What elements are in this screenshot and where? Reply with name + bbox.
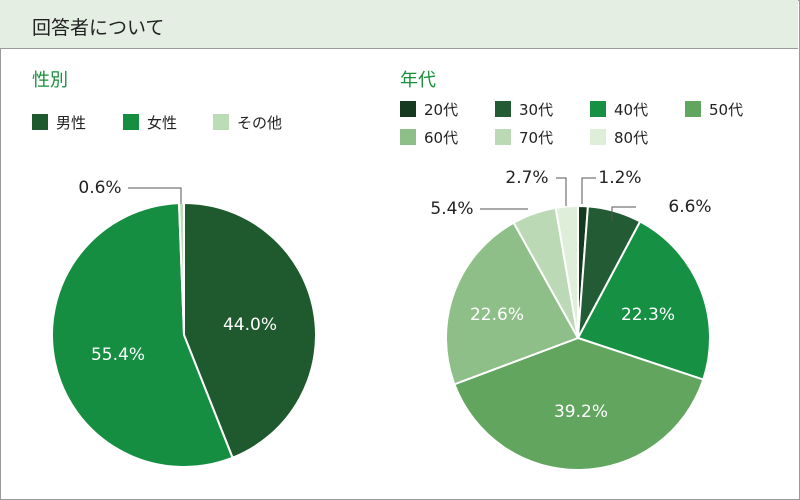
legend-label-20s: 20代 [424, 100, 459, 119]
age-data-label-30s: 6.6% [668, 197, 711, 217]
legend-item-male: 男性 [32, 112, 86, 132]
legend-swatch-40s [590, 101, 606, 117]
age-data-label-40s: 22.3% [621, 305, 675, 325]
age-pie-slice-80s [554, 204, 579, 339]
gender-leader-line-other [128, 187, 182, 204]
legend-label-30s: 30代 [519, 100, 554, 119]
panel-title: 回答者について [32, 17, 165, 39]
legend-item-20s: 20代 [400, 99, 458, 119]
age-leader-line-20s [581, 177, 596, 204]
legend-item-female: 女性 [123, 112, 177, 132]
legend-item-60s: 60代 [400, 127, 458, 147]
legend-swatch-other [213, 114, 229, 130]
gender-pie-slice-other [177, 201, 185, 336]
age-data-label-50s: 39.2% [554, 402, 608, 422]
gender-data-label-other: 0.6% [78, 178, 121, 198]
age-data-label-70s: 5.4% [430, 199, 473, 219]
gender-pie-chart: 44.0% 55.4% 0.6% [51, 178, 317, 468]
gender-data-label-female: 55.4% [91, 345, 145, 365]
legend-swatch-70s [495, 129, 511, 145]
age-chart-title: 年代 [400, 70, 436, 91]
age-leader-line-30s [611, 206, 636, 221]
gender-data-label-male: 44.0% [223, 315, 277, 335]
legend-item-70s: 70代 [495, 127, 553, 147]
legend-swatch-male [32, 114, 48, 130]
legend-label-other: その他 [237, 113, 283, 132]
age-data-label-60s: 22.6% [470, 305, 524, 325]
legend-label-40s: 40代 [614, 100, 649, 119]
age-pie-slice-40s [576, 220, 711, 381]
age-pie-chart: 1.2% 6.6% 22.3% 39.2% 22.6% 5.4% 2.7% [430, 168, 712, 471]
legend-label-female: 女性 [147, 113, 178, 132]
legend-swatch-60s [400, 129, 416, 145]
legend-swatch-30s [495, 101, 511, 117]
legend-item-30s: 30代 [495, 99, 553, 119]
legend-item-50s: 50代 [685, 99, 743, 119]
legend-label-80s: 80代 [614, 128, 649, 147]
panel-header: 回答者について [0, 0, 798, 49]
legend-swatch-20s [400, 101, 416, 117]
age-leader-line-80s [556, 177, 567, 206]
age-data-label-20s: 1.2% [598, 168, 641, 188]
legend-item-80s: 80代 [590, 127, 648, 147]
legend-swatch-50s [685, 101, 701, 117]
legend-label-60s: 60代 [424, 128, 459, 147]
gender-chart-title: 性別 [32, 70, 68, 91]
gender-pie-slice-male [183, 201, 317, 460]
legend-swatch-female [123, 114, 139, 130]
gender-pie-slice-female [51, 202, 234, 468]
age-data-label-80s: 2.7% [505, 168, 548, 188]
legend-swatch-80s [590, 129, 606, 145]
legend-label-70s: 70代 [519, 128, 554, 147]
age-pie-slice-60s [445, 221, 580, 386]
legend-item-40s: 40代 [590, 99, 648, 119]
legend-label-50s: 50代 [709, 100, 744, 119]
legend-item-other: その他 [213, 112, 282, 132]
legend-label-male: 男性 [56, 113, 87, 132]
age-pie-slice-50s [453, 336, 705, 471]
